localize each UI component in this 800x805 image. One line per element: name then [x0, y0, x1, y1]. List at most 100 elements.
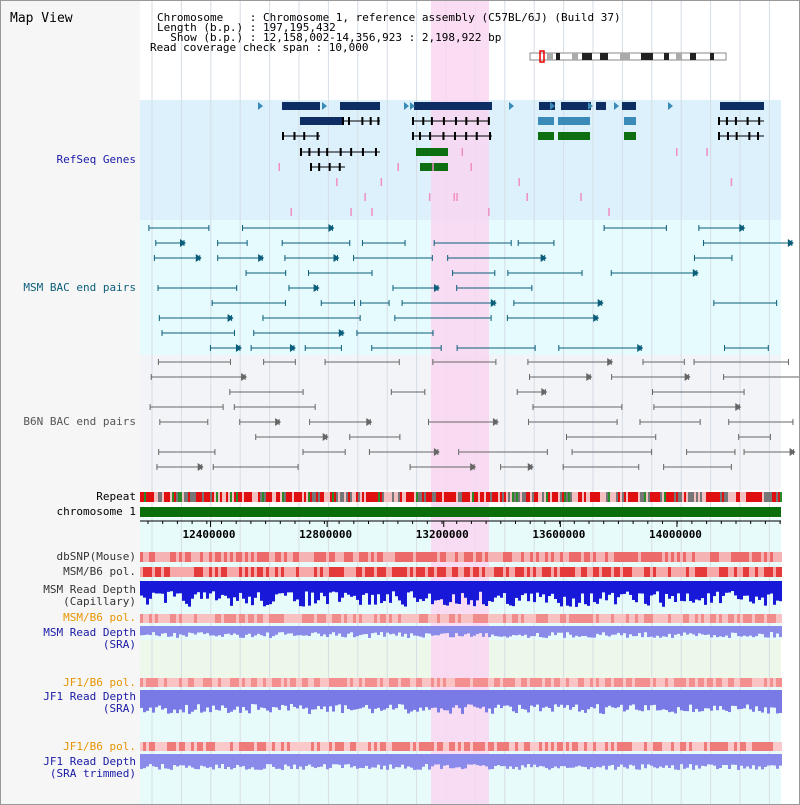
jf1-sra-depth-bar: [500, 690, 503, 709]
repeat-feature: [646, 492, 648, 502]
dbsnp-strip: [611, 552, 614, 562]
msm-sra-depth-bar: [596, 626, 599, 634]
dbsnp-strip: [707, 552, 710, 562]
msm-b6-pol-strip: [368, 567, 371, 577]
repeat-feature: [314, 492, 316, 502]
track-label-jf1-b6-pol-2[interactable]: JF1/B6 pol.: [63, 740, 136, 753]
msm-sra-depth-bar: [536, 626, 539, 634]
jf1-sra-depth-bar: [152, 690, 155, 713]
msm-b6-pol-strip-2: [533, 614, 536, 623]
jf1-b6-pol-strip: [143, 678, 146, 687]
msm-sra-depth-bar: [620, 626, 623, 636]
msm-b6-pol-strip-2: [173, 614, 176, 623]
repeat-feature: [632, 492, 634, 502]
refseq-arrow: [322, 102, 327, 110]
track-label-jf1-depth-sra[interactable]: JF1 Read Depth (SRA): [43, 690, 136, 715]
repeat-feature: [346, 492, 348, 502]
dbsnp-strip: [227, 552, 230, 562]
jf1-b6-pol-strip: [467, 678, 470, 687]
jf1-b6-pol-strip: [659, 678, 662, 687]
track-label-msm-depth-capillary[interactable]: MSM Read Depth (Capillary): [43, 583, 136, 608]
repeat-feature: [216, 492, 218, 502]
jf1-b6-pol-strip-2: [416, 742, 419, 751]
dbsnp-strip: [188, 552, 191, 562]
msm-sra-depth-bar: [755, 626, 758, 637]
jf1-b6-pol-strip: [317, 678, 320, 687]
msm-b6-pol-strip-2: [449, 614, 452, 623]
dbsnp-strip: [389, 552, 392, 562]
repeat-feature: [420, 492, 422, 502]
jf1-b6-pol-strip-2: [338, 742, 341, 751]
track-label-jf1-b6-pol[interactable]: JF1/B6 pol.: [63, 676, 136, 689]
track-label-msm-b6-pol-2[interactable]: MSM/B6 pol.: [63, 611, 136, 624]
jf1-b6-pol-strip-2: [263, 742, 266, 751]
msm-b6-pol-strip: [698, 567, 701, 577]
jf1-b6-pol-strip: [764, 678, 767, 687]
jf1-b6-pol-strip: [767, 678, 770, 687]
repeat-feature: [150, 492, 152, 502]
repeat-feature: [162, 492, 164, 502]
msm-b6-pol-strip-2: [773, 614, 776, 623]
track-label-msm-depth-sra[interactable]: MSM Read Depth (SRA): [43, 626, 136, 651]
msm-capillary-depth-bar: [143, 581, 146, 598]
jf1-trimmed-depth-bar: [164, 754, 167, 769]
track-label-dbsnp[interactable]: dbSNP(Mouse): [56, 550, 136, 563]
jf1-b6-pol-strip: [194, 678, 197, 687]
jf1-b6-pol-strip: [545, 678, 548, 687]
msm-sra-depth-bar: [635, 626, 638, 637]
track-label-msm-bac[interactable]: MSM BAC end pairs: [23, 281, 136, 294]
jf1-sra-depth-bar: [626, 690, 629, 710]
dbsnp-strip: [380, 552, 383, 562]
dbsnp-strip: [509, 552, 512, 562]
repeat-feature: [538, 492, 540, 502]
jf1-trimmed-depth-bar: [398, 754, 401, 768]
jf1-sra-depth-bar: [377, 690, 380, 708]
repeat-feature: [642, 492, 644, 502]
msm-b6-pol-strip: [662, 567, 665, 577]
msm-capillary-depth-bar: [761, 581, 764, 598]
jf1-b6-pol-strip-2: [254, 742, 257, 751]
track-label-msm-b6-pol[interactable]: MSM/B6 pol.: [63, 565, 136, 578]
jf1-sra-depth-bar: [278, 690, 281, 710]
msm-capillary-depth-bar: [395, 581, 398, 597]
msm-b6-pol-strip: [764, 567, 767, 577]
jf1-sra-depth-bar: [653, 690, 656, 705]
jf1-sra-depth-bar: [572, 690, 575, 708]
msm-b6-pol-strip: [197, 567, 200, 577]
jf1-b6-pol-strip-2: [479, 742, 482, 751]
msm-capillary-depth-bar: [173, 581, 176, 597]
dbsnp-strip: [446, 552, 449, 562]
jf1-sra-depth-bar: [719, 690, 722, 707]
msm-capillary-depth-bar: [572, 581, 575, 599]
repeat-feature: [276, 492, 278, 502]
repeat-feature: [748, 492, 750, 502]
refseq-minor-mark: [432, 163, 434, 171]
jf1-b6-pol-strip: [536, 678, 539, 687]
repeat-feature: [548, 492, 550, 502]
jf1-sra-depth-bar: [440, 690, 443, 709]
jf1-trimmed-depth-bar: [443, 754, 446, 766]
msm-capillary-depth-bar: [386, 581, 389, 595]
track-label-refseq[interactable]: RefSeq Genes: [56, 153, 136, 166]
jf1-trimmed-depth-bar: [284, 754, 287, 765]
track-label-jf1-depth-trimmed[interactable]: JF1 Read Depth (SRA trimmed): [43, 755, 136, 780]
dbsnp-strip: [779, 552, 782, 562]
jf1-b6-pol-strip: [233, 678, 236, 687]
jf1-b6-pol-strip: [164, 678, 167, 687]
jf1-b6-pol-strip: [182, 678, 185, 687]
jf1-trimmed-depth-bar: [407, 754, 410, 767]
jf1-b6-pol-strip: [419, 678, 422, 687]
jf1-b6-pol-strip-2: [548, 742, 551, 751]
dbsnp-strip: [371, 552, 374, 562]
track-label-b6n-bac[interactable]: B6N BAC end pairs: [23, 415, 136, 428]
repeat-feature: [770, 492, 772, 502]
msm-b6-pol-strip-2: [605, 614, 608, 623]
jf1-b6-pol-strip-2: [236, 742, 239, 751]
jf1-b6-pol-strip-2: [587, 742, 590, 751]
repeat-feature: [458, 492, 460, 502]
dbsnp-strip: [614, 552, 617, 562]
msm-capillary-depth-bar: [530, 581, 533, 594]
msm-bac-pair-arrow: [692, 269, 699, 277]
jf1-b6-pol-strip-2: [692, 742, 695, 751]
dbsnp-strip: [776, 552, 779, 562]
